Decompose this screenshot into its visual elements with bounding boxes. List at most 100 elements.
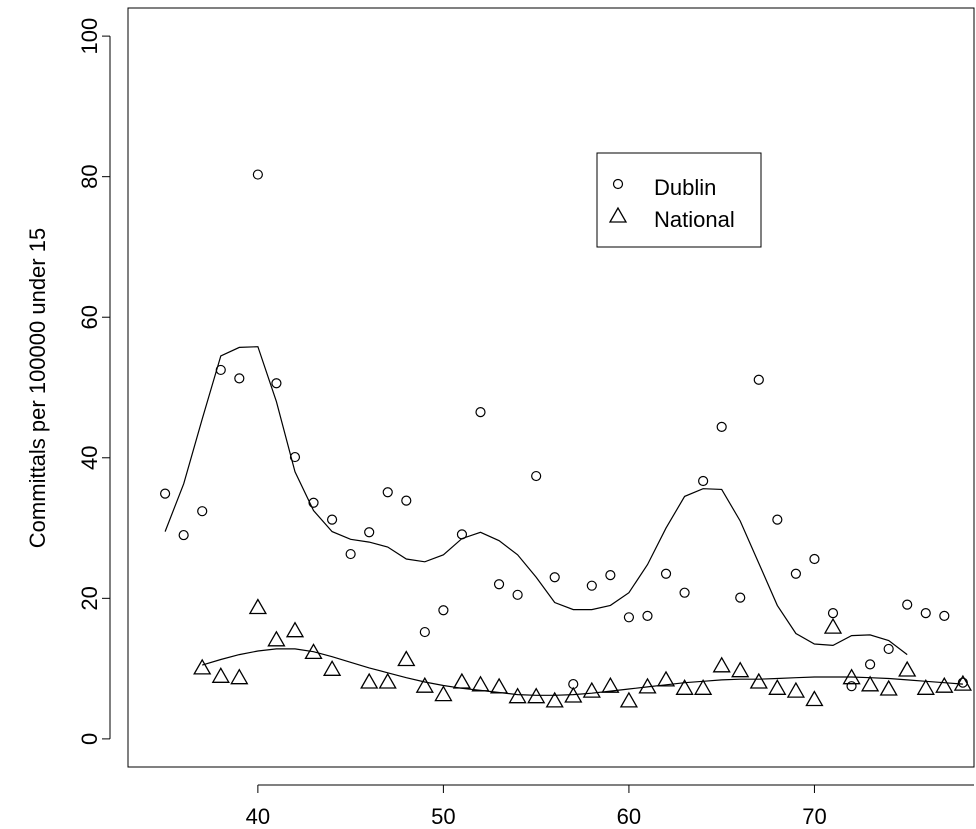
dublin-point — [345, 548, 356, 560]
national-point — [471, 675, 490, 692]
x-axis: 40 50 60 70 — [246, 784, 974, 829]
national-point — [601, 676, 620, 693]
dublin-point — [215, 364, 226, 376]
dublin-point — [605, 570, 616, 581]
national-point — [415, 676, 434, 693]
national-point — [527, 687, 546, 704]
dublin-point — [716, 421, 727, 432]
national-point — [248, 598, 268, 615]
national-point — [434, 685, 453, 702]
national-point — [823, 617, 843, 634]
dublin-point — [735, 592, 746, 603]
legend-dublin-marker — [612, 178, 624, 190]
national-point — [267, 630, 286, 647]
national-point — [304, 643, 323, 660]
national-point — [211, 666, 230, 683]
dublin-point — [549, 572, 560, 583]
dublin-point — [790, 568, 801, 579]
dublin-point — [382, 487, 393, 498]
national-point — [786, 681, 806, 698]
dublin-point — [660, 568, 672, 579]
y-tick-label: 80 — [77, 164, 102, 188]
dublin-point — [827, 607, 839, 619]
y-axis: 0 20 40 60 80 100 — [77, 18, 111, 745]
national-point — [935, 676, 954, 693]
dublin-point — [197, 506, 208, 517]
dublin-point — [679, 587, 690, 598]
y-tick-label: 100 — [77, 18, 102, 55]
x-tick-label: 40 — [246, 804, 270, 829]
national-point — [322, 659, 342, 676]
national-point — [916, 678, 935, 695]
x-tick-label: 60 — [617, 804, 641, 829]
dublin-point — [586, 580, 597, 591]
national-point — [230, 668, 249, 685]
national-point — [452, 672, 472, 689]
x-tick-label: 70 — [802, 804, 826, 829]
dublin-point — [308, 497, 319, 508]
x-tick-label: 50 — [431, 804, 455, 829]
dublin-point — [846, 681, 857, 692]
dublin-smooth-line — [164, 346, 908, 656]
dublin-point — [234, 373, 245, 384]
legend-national-label: National — [654, 207, 735, 232]
national-point — [860, 675, 880, 692]
national-point — [675, 678, 694, 695]
dublin-point — [178, 529, 189, 541]
y-tick-label: 60 — [77, 305, 102, 329]
dublin-point — [902, 599, 913, 610]
dublin-point — [401, 495, 412, 506]
national-point — [712, 656, 731, 673]
national-point — [842, 668, 861, 685]
dublin-point — [419, 626, 430, 638]
dublin-point — [753, 374, 764, 385]
dublin-point — [939, 610, 950, 622]
national-point — [879, 679, 898, 696]
dublin-point — [865, 659, 876, 670]
national-point — [805, 690, 824, 707]
dublin-point — [289, 451, 301, 463]
national-point — [898, 660, 917, 677]
national-point — [656, 670, 676, 687]
national-point — [768, 678, 787, 695]
national-smooth-line — [202, 648, 963, 696]
national-point — [489, 677, 509, 694]
national-point — [564, 686, 583, 703]
legend-box — [596, 152, 762, 248]
national-point — [953, 674, 973, 691]
legend: Dublin National — [596, 152, 762, 248]
national-point — [619, 691, 639, 708]
data-points — [160, 169, 973, 708]
national-point — [749, 672, 768, 689]
dublin-point — [698, 475, 709, 487]
national-point — [397, 650, 416, 667]
dublin-point — [364, 527, 375, 538]
y-axis-label: Committals per 100000 under 15 — [25, 228, 50, 548]
dublin-point — [475, 406, 486, 418]
dublin-point — [809, 553, 820, 565]
national-point — [638, 677, 657, 694]
dublin-point — [456, 529, 468, 540]
national-point — [731, 661, 750, 678]
dublin-point — [531, 470, 542, 482]
national-point — [378, 672, 397, 689]
y-tick-label: 40 — [77, 446, 102, 470]
smoothed-lines — [164, 346, 963, 696]
y-tick-label: 20 — [77, 586, 102, 610]
dublin-point — [493, 579, 505, 590]
dublin-point — [160, 488, 171, 499]
dublin-point — [772, 514, 783, 525]
dublin-point — [271, 378, 282, 389]
dublin-point — [920, 607, 931, 619]
dublin-point — [512, 589, 523, 600]
dublin-point — [883, 643, 894, 655]
dublin-point — [642, 610, 653, 622]
y-tick-label: 0 — [77, 733, 102, 745]
dublin-point — [326, 514, 338, 525]
national-point — [545, 691, 564, 708]
dublin-point — [623, 612, 635, 623]
national-point — [193, 658, 212, 675]
dublin-point — [438, 605, 449, 616]
national-point — [508, 687, 527, 704]
